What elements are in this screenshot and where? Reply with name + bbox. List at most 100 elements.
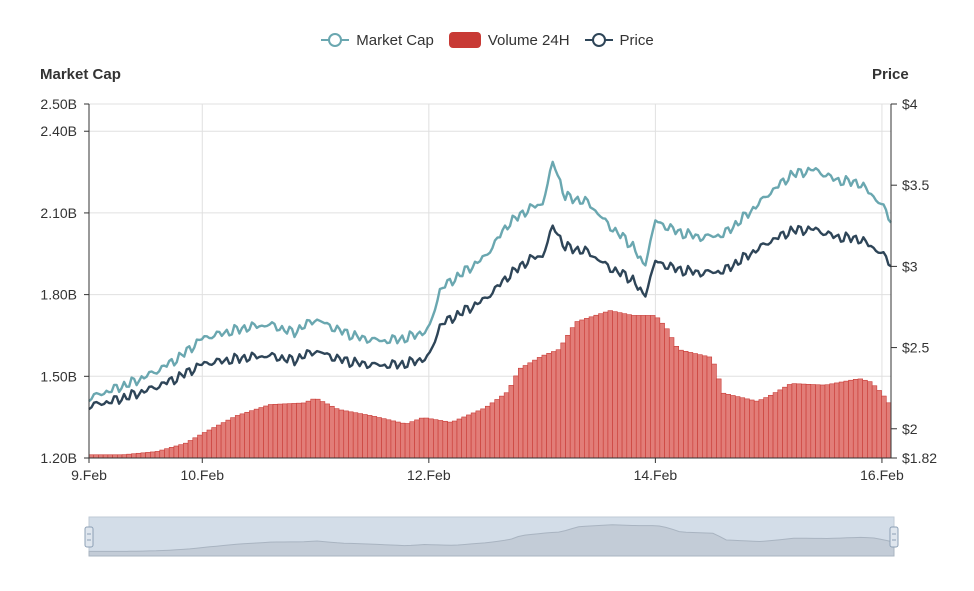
volume-bar [197,434,203,459]
volume-bar [451,420,458,459]
volume-bar [211,427,217,459]
volume-bar [135,452,142,459]
volume-bar [480,408,486,459]
volume-bar [499,395,505,459]
volume-bar [489,402,496,459]
volume-bar [357,413,363,459]
volume-bar [716,378,722,459]
volume-bar [744,398,750,459]
volume-bar [843,380,849,459]
right-tick-label: $1.82 [902,450,937,466]
volume-bar [131,453,137,459]
legend-item-market-cap[interactable]: Market Cap [320,32,434,49]
volume-bar [838,381,845,459]
volume-bar [683,351,689,459]
volume-bar [626,314,632,459]
volume-bar [376,417,382,459]
volume-bar [447,421,453,459]
navigator-right-handle[interactable] [889,526,899,548]
volume-bar [414,419,420,459]
volume-bar [343,410,349,459]
volume-bar [263,405,269,459]
volume-bar [569,327,576,459]
x-tick-label: 12.Feb [407,467,451,483]
volume-bar [164,448,170,459]
volume-bar [404,423,411,459]
volume-bar [513,375,519,459]
volume-bar [536,357,543,459]
volume-bar [216,424,222,459]
volume-bar [782,386,788,459]
volume-bar [668,337,675,459]
handle-grip [889,526,899,548]
left-axis-title: Market Cap [40,66,121,83]
price-line [88,224,892,411]
volume-bar [588,316,595,459]
volume-bar [201,432,208,459]
volume-bar [810,384,816,459]
volume-bar [876,390,882,459]
volume-bar [522,365,529,459]
volume-bar [678,349,684,459]
volume-bar [159,449,165,459]
volume-bar [291,403,297,459]
volume-bar [423,417,429,459]
volume-bar [178,444,184,459]
volume-bar [390,420,396,459]
volume-bar [650,315,656,459]
volume-bar [338,409,345,459]
handle-grip [84,526,94,548]
volume-bar [532,359,538,459]
legend-item-volume[interactable]: Volume 24H [448,31,570,49]
volume-bar [249,410,255,459]
legend-item-price[interactable]: Price [584,32,654,49]
volume-bar [381,418,387,459]
volume-bar [579,319,585,459]
volume-bar [258,407,264,459]
volume-bar [871,385,878,459]
volume-bar [574,321,580,459]
volume-bar [819,384,826,459]
chart-legend: Market Cap Volume 24H Price [0,26,974,54]
volume-bar [758,399,764,459]
volume-bar [867,381,873,459]
volume-bar [555,349,562,459]
left-tick-label: 1.20B [40,450,77,466]
right-tick-label: $4 [902,96,918,112]
volume-bar [730,395,736,459]
volume-bar [612,311,618,459]
volume-bar [418,417,425,459]
volume-bar [749,399,755,459]
volume-bar [786,384,793,459]
zoom-navigator[interactable] [84,516,899,557]
legend-label-market-cap: Market Cap [356,31,434,49]
right-axis-title: Price [872,66,909,83]
volume-bar [484,405,491,459]
volume-bar [617,312,623,459]
volume-bar [725,394,731,459]
volume-bar [126,453,132,459]
volume-bar [527,362,533,459]
volume-bar [334,408,340,459]
volume-bar [239,413,245,459]
volume-bar [659,322,665,459]
volume-bar [310,398,316,459]
price-legend-icon [584,33,613,47]
volume-bar [121,454,128,459]
market-cap-line [88,160,892,403]
navigator-left-handle[interactable] [84,526,94,548]
left-tick-label: 2.50B [40,96,77,112]
volume-bar [697,354,703,459]
volume-bar [253,408,260,459]
volume-bar [244,411,250,459]
volume-bar [282,403,288,459]
volume-bar [692,353,698,459]
volume-bar [664,328,670,459]
volume-bar [433,419,439,459]
volume-bar [319,401,326,459]
volume-bar [385,419,392,459]
volume-bar [565,334,571,459]
x-tick-label: 10.Feb [180,467,224,483]
volume-bar [645,315,651,459]
volume-bar [296,402,302,459]
